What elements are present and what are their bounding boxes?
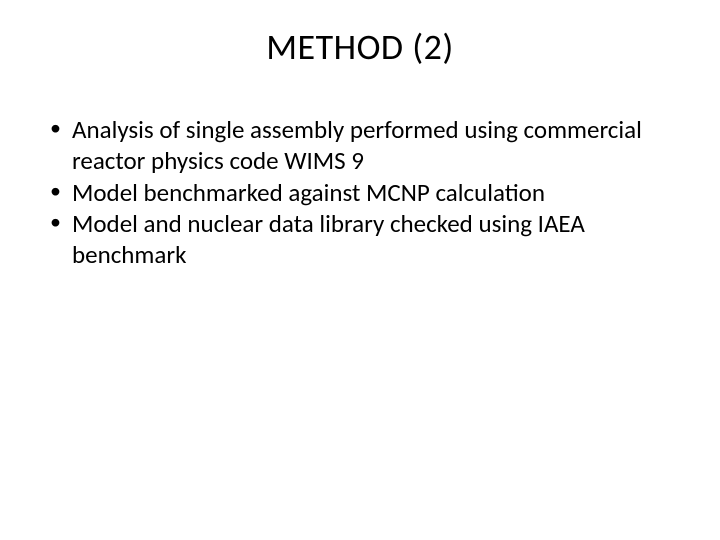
list-item: Model and nuclear data library checked u… xyxy=(50,208,680,271)
list-item: Analysis of single assembly performed us… xyxy=(50,114,680,177)
slide-container: METHOD (2) Analysis of single assembly p… xyxy=(0,0,720,540)
slide-title: METHOD (2) xyxy=(40,25,680,69)
list-item: Model benchmarked against MCNP calculati… xyxy=(50,177,680,208)
bullet-list: Analysis of single assembly performed us… xyxy=(40,114,680,270)
